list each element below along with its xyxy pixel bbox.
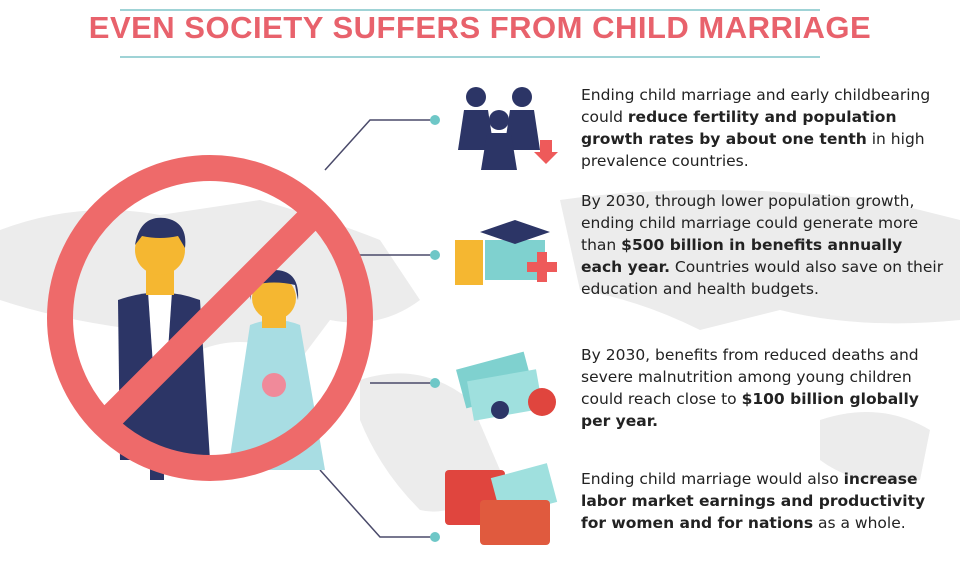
fact-text: Ending child marriage and early childbea… bbox=[581, 84, 946, 172]
world-map bbox=[0, 190, 960, 512]
text: Ending child marriage would also bbox=[581, 470, 844, 488]
money-apple-icon bbox=[456, 351, 556, 421]
text: Ending child marriage and early childbea… bbox=[581, 86, 931, 126]
text: Countries would also save on their educa… bbox=[581, 258, 944, 298]
bold-text: reduce fertility and population growth r… bbox=[581, 108, 897, 148]
money-education-health-icon bbox=[455, 220, 557, 285]
text: as a whole. bbox=[813, 514, 906, 532]
fact-text: By 2030, through lower population growth… bbox=[581, 190, 946, 300]
bold-text: $500 billion in benefits annually each y… bbox=[581, 236, 903, 276]
fact-text: Ending child marriage would also increas… bbox=[581, 468, 946, 534]
title: EVEN SOCIETY SUFFERS FROM CHILD MARRIAGE bbox=[88, 10, 872, 45]
briefcase-wallet-icon bbox=[445, 463, 558, 545]
connector-dots bbox=[430, 115, 440, 542]
connectors bbox=[319, 119, 435, 538]
bold-text: $100 billion globally per year. bbox=[581, 390, 919, 430]
fact-text: By 2030, benefits from reduced deaths an… bbox=[581, 344, 946, 432]
text: By 2030, through lower population growth… bbox=[581, 192, 919, 254]
text: By 2030, benefits from reduced deaths an… bbox=[581, 346, 919, 408]
women-icon bbox=[458, 87, 558, 170]
text: in high prevalence countries. bbox=[581, 130, 925, 170]
prohibition-sign bbox=[47, 155, 373, 481]
bold-text: increase labor market earnings and produ… bbox=[581, 470, 926, 532]
